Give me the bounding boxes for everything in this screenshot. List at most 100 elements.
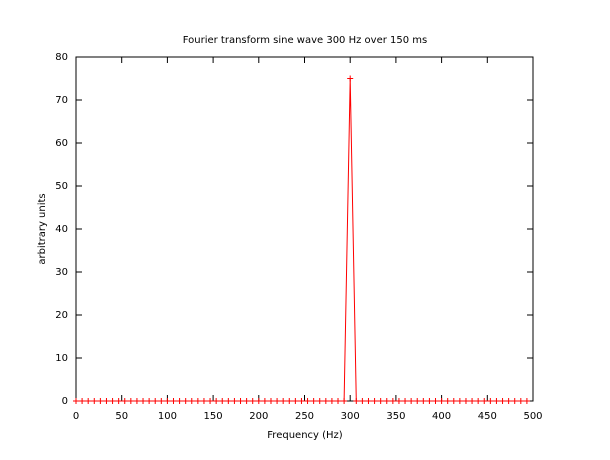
chart-title: Fourier transform sine wave 300 Hz over … xyxy=(183,35,428,46)
point-marker xyxy=(389,398,396,404)
point-marker xyxy=(328,398,335,404)
x-tick-label: 350 xyxy=(386,411,405,422)
x-axis-label: Frequency (Hz) xyxy=(267,430,343,441)
point-marker xyxy=(219,398,226,404)
y-tick-label: 80 xyxy=(55,52,68,63)
point-marker xyxy=(182,398,189,404)
point-marker xyxy=(335,398,342,404)
point-marker xyxy=(103,398,110,404)
point-marker xyxy=(462,398,469,404)
point-marker xyxy=(353,398,360,404)
point-marker xyxy=(408,398,415,404)
point-marker xyxy=(438,398,445,404)
point-marker xyxy=(79,398,86,404)
point-marker xyxy=(371,398,378,404)
point-marker xyxy=(432,398,439,404)
y-tick-label: 20 xyxy=(55,310,68,321)
point-marker xyxy=(316,398,323,404)
y-tick-label: 40 xyxy=(55,224,68,235)
point-marker xyxy=(286,398,293,404)
point-marker xyxy=(176,398,183,404)
point-marker xyxy=(170,398,177,404)
point-marker xyxy=(194,398,201,404)
point-marker xyxy=(493,398,500,404)
point-marker xyxy=(109,398,116,404)
point-marker xyxy=(456,398,463,404)
point-marker xyxy=(383,398,390,404)
point-marker xyxy=(213,398,220,404)
point-marker xyxy=(322,398,329,404)
point-marker xyxy=(188,398,195,404)
point-marker xyxy=(280,398,287,404)
point-marker xyxy=(243,398,250,404)
point-marker xyxy=(523,398,530,404)
y-tick-label: 50 xyxy=(55,181,68,192)
point-marker xyxy=(200,398,207,404)
point-marker xyxy=(444,398,451,404)
x-tick-label: 300 xyxy=(341,411,360,422)
y-tick-label: 10 xyxy=(55,353,68,364)
x-tick-label: 50 xyxy=(115,411,128,422)
point-marker xyxy=(292,398,299,404)
point-marker xyxy=(517,398,524,404)
x-tick-label: 500 xyxy=(523,411,542,422)
point-marker xyxy=(475,398,482,404)
point-marker xyxy=(267,398,274,404)
x-tick-label: 0 xyxy=(73,411,79,422)
point-marker xyxy=(274,398,281,404)
point-marker xyxy=(420,398,427,404)
point-marker xyxy=(207,398,214,404)
point-marker xyxy=(140,398,147,404)
point-marker xyxy=(152,398,159,404)
point-marker xyxy=(133,398,140,404)
point-marker xyxy=(298,398,305,404)
point-marker xyxy=(469,398,476,404)
point-marker xyxy=(237,398,244,404)
point-marker xyxy=(341,398,348,404)
point-marker xyxy=(481,398,488,404)
point-marker xyxy=(426,398,433,404)
x-tick-label: 450 xyxy=(478,411,497,422)
point-marker xyxy=(127,398,134,404)
point-marker xyxy=(115,398,122,404)
point-marker xyxy=(487,398,494,404)
point-marker xyxy=(121,398,128,404)
y-tick-label: 70 xyxy=(55,95,68,106)
y-tick-label: 30 xyxy=(55,267,68,278)
point-marker xyxy=(97,398,104,404)
x-tick-label: 250 xyxy=(295,411,314,422)
y-axis-label: arbitrary units xyxy=(37,193,48,264)
point-marker xyxy=(511,398,518,404)
point-marker xyxy=(261,398,268,404)
point-marker xyxy=(365,398,372,404)
point-marker xyxy=(231,398,238,404)
y-tick-label: 60 xyxy=(55,138,68,149)
y-tick-label: 0 xyxy=(62,396,68,407)
point-marker xyxy=(146,398,153,404)
x-tick-label: 150 xyxy=(204,411,223,422)
point-marker xyxy=(164,398,171,404)
point-marker xyxy=(249,398,256,404)
point-marker xyxy=(91,398,98,404)
point-marker xyxy=(499,398,506,404)
point-marker xyxy=(402,398,409,404)
x-tick-label: 400 xyxy=(432,411,451,422)
point-marker xyxy=(395,398,402,404)
point-marker xyxy=(73,398,79,404)
x-tick-label: 200 xyxy=(249,411,268,422)
point-marker xyxy=(85,398,92,404)
point-marker xyxy=(347,75,354,82)
point-marker xyxy=(255,398,262,404)
point-marker xyxy=(450,398,457,404)
point-marker xyxy=(359,398,366,404)
point-marker xyxy=(377,398,384,404)
x-tick-label: 100 xyxy=(158,411,177,422)
point-marker xyxy=(158,398,165,404)
point-marker xyxy=(304,398,311,404)
point-marker xyxy=(505,398,512,404)
point-marker xyxy=(225,398,232,404)
point-marker xyxy=(414,398,421,404)
point-marker xyxy=(310,398,317,404)
